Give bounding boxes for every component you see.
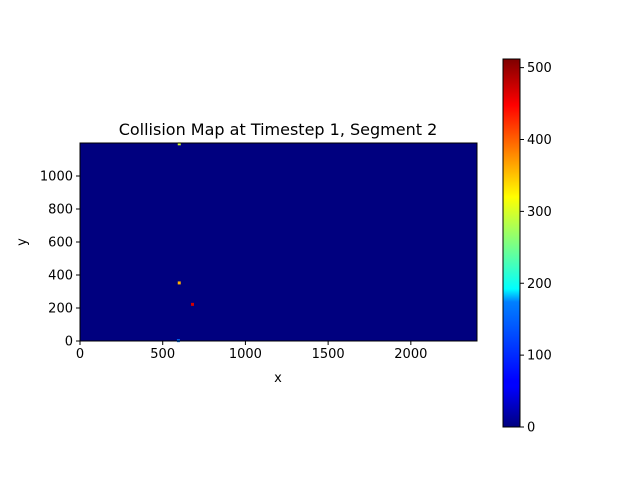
x-axis: 0 500 1000 1500 2000 [76, 341, 427, 362]
y-axis: 0 200 400 600 800 1000 [40, 170, 80, 350]
y-tick-label: 400 [48, 269, 73, 284]
x-tick-label: 1500 [312, 347, 345, 362]
colorbar-tick-label: 0 [527, 421, 535, 436]
heatmap-background [80, 143, 477, 341]
x-tick-label: 2000 [394, 347, 427, 362]
x-tick-label: 500 [150, 347, 175, 362]
hotspot-cell [190, 302, 194, 306]
y-tick-label: 800 [48, 203, 73, 218]
y-axis-label: y [15, 238, 30, 246]
x-tick-label: 0 [76, 347, 84, 362]
colorbar-tick-label: 200 [527, 277, 552, 292]
x-tick-label: 1000 [229, 347, 262, 362]
colorbar-tick-label: 100 [527, 349, 552, 364]
colorbar-ticks: 0 100 200 300 400 500 [520, 61, 552, 436]
chart-title: Collision Map at Timestep 1, Segment 2 [119, 120, 438, 139]
x-axis-label: x [274, 371, 282, 386]
hotspot-cell [177, 281, 181, 285]
y-tick-label: 1000 [40, 170, 73, 185]
colorbar-tick-label: 500 [527, 61, 552, 76]
colorbar-gradient [502, 58, 521, 428]
y-tick-label: 200 [48, 302, 73, 317]
y-tick-label: 0 [65, 335, 73, 350]
y-tick-label: 600 [48, 236, 73, 251]
hotspot-cell [177, 142, 181, 146]
colorbar: 0 100 200 300 400 500 [502, 58, 552, 436]
colorbar-tick-label: 300 [527, 205, 552, 220]
colorbar-tick-label: 400 [527, 133, 552, 148]
heatmap-plot-area [79, 142, 478, 343]
